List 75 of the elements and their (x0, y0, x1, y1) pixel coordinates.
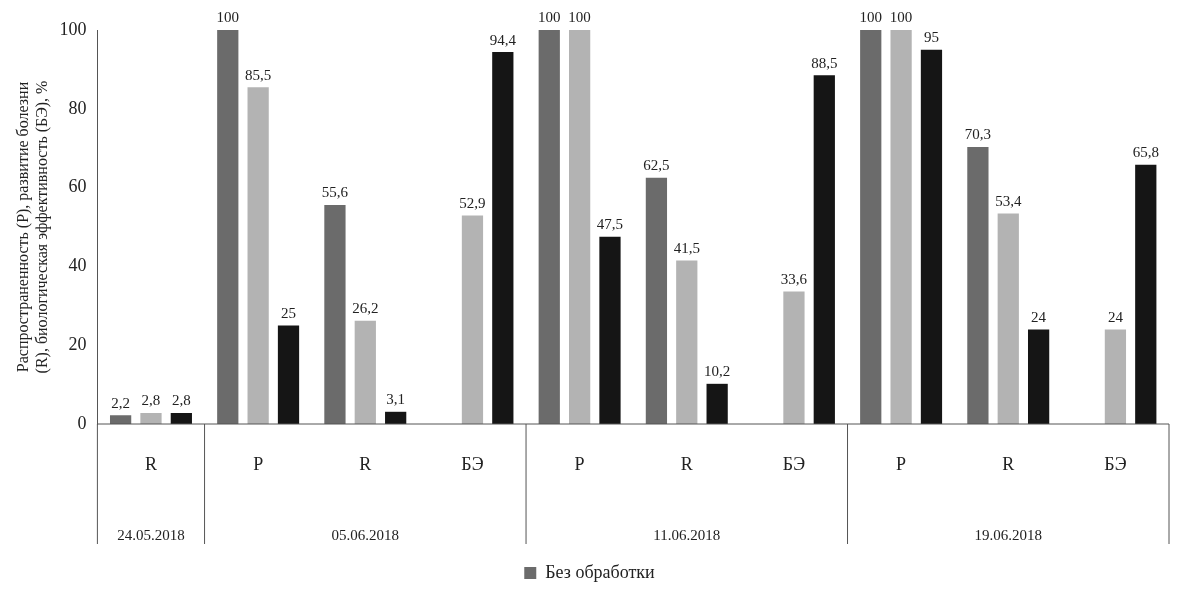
legend-label: Без обработки (545, 561, 656, 582)
x-tick-label: Р (253, 453, 264, 474)
text: 24.05.2018 (117, 527, 185, 543)
data-label: 100 (538, 9, 561, 26)
bar (920, 49, 943, 424)
data-label: 55,6 (321, 184, 349, 201)
data-label: 47,5 (596, 216, 624, 233)
y-tick-label: 40 (68, 255, 87, 276)
y-tick-label: 60 (68, 176, 87, 197)
bar (217, 30, 239, 424)
data-label: 100 (889, 9, 913, 26)
data-label: 33,6 (780, 271, 808, 288)
x-tick-label: БЭ (782, 453, 806, 474)
bar (140, 412, 162, 424)
x-tick-label: R (680, 453, 693, 474)
bar (324, 204, 346, 424)
data-label: 2,2 (111, 394, 130, 411)
data-label: 70,3 (964, 126, 992, 143)
y-tick-label: 0 (77, 412, 87, 433)
bar (860, 30, 882, 424)
bar (599, 236, 621, 424)
x-tick-label: БЭ (461, 453, 484, 474)
y-tick-label: 20 (68, 333, 87, 354)
data-label: 25 (281, 304, 296, 321)
bar (676, 260, 698, 424)
data-label: 10,2 (704, 363, 731, 380)
data-label: 24 (1031, 308, 1047, 325)
bar (461, 215, 484, 424)
x-tick-label: Р (574, 453, 585, 474)
y-tick-label: 80 (68, 97, 87, 118)
data-label: 100 (859, 9, 882, 26)
x-tick-label: R (1002, 453, 1015, 474)
bar (354, 320, 376, 424)
text: 05.06.2018 (331, 527, 400, 543)
data-label: 41,5 (673, 239, 700, 256)
data-label: 100 (216, 9, 240, 26)
bar (890, 30, 912, 424)
bar (706, 383, 728, 424)
bar (813, 75, 835, 424)
bar (568, 30, 591, 424)
y-tick-label: 100 (59, 18, 87, 39)
data-label: 94,4 (489, 31, 517, 48)
data-label: 95 (923, 29, 939, 46)
text: 19.06.2018 (974, 527, 1043, 543)
bar (170, 412, 192, 424)
data-label: 85,5 (245, 66, 272, 83)
bar (997, 213, 1019, 424)
data-label: 24 (1107, 308, 1124, 325)
data-label: 100 (568, 9, 591, 26)
data-label: 26,2 (352, 300, 379, 317)
x-tick-label: БЭ (1104, 453, 1127, 474)
bar (1027, 329, 1050, 424)
bar (492, 52, 514, 424)
x-tick-label: R (359, 453, 372, 474)
data-label: 2,8 (141, 392, 161, 409)
bar (247, 87, 269, 424)
bar (783, 291, 805, 424)
bar (1135, 164, 1157, 424)
data-label: 62,5 (643, 157, 670, 174)
bar (538, 30, 560, 424)
text: 11.06.2018 (653, 527, 721, 543)
y-axis-title: Распространенность (Р), развитие болезни (R), биологическая эффективность (БЭ), % (13, 80, 51, 374)
bar (967, 147, 989, 424)
x-tick-label: R (144, 453, 157, 474)
data-label: 3,1 (386, 391, 406, 408)
data-label: 65,8 (1132, 144, 1159, 161)
bar (109, 415, 132, 424)
bar (645, 177, 668, 424)
bar (1104, 329, 1127, 424)
data-label: 88,5 (811, 54, 838, 71)
bar (277, 325, 300, 424)
x-tick-label: Р (896, 453, 907, 474)
data-label: 52,9 (459, 195, 486, 212)
data-label: 2,8 (171, 392, 191, 409)
data-label: 53,4 (995, 193, 1022, 210)
